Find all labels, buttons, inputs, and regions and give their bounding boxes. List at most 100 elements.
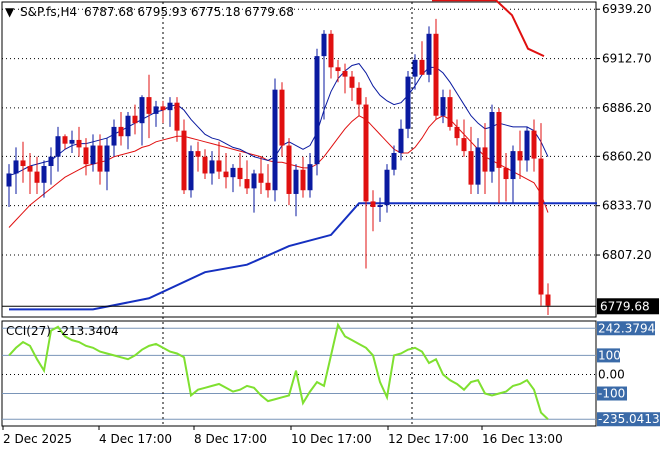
candle-body	[90, 145, 96, 165]
cci-line	[8, 322, 549, 420]
candle-body	[244, 179, 250, 189]
candle-body	[538, 158, 544, 295]
cci-level-tag	[597, 321, 655, 336]
candle-body	[482, 147, 488, 172]
support-line	[9, 202, 597, 311]
cci-level-tag	[597, 348, 620, 363]
candle-body	[125, 115, 131, 137]
fast-ma-line	[8, 63, 549, 176]
candle-body	[146, 97, 152, 114]
symbol-timeframe: S&P.fs,H4	[20, 5, 77, 19]
candle-body	[531, 130, 537, 159]
collapse-triangle-icon[interactable]: ▼	[5, 5, 15, 19]
candle-body	[349, 76, 355, 88]
candle-body	[195, 151, 201, 157]
candle-body	[307, 164, 313, 191]
candle-body	[405, 76, 411, 129]
candle-body	[181, 130, 187, 191]
candle-body	[363, 104, 369, 202]
candle-body	[286, 145, 292, 194]
candle-body	[419, 59, 425, 75]
price-axis: 6939.20 6912.70 6886.20 6860.20 6833.70 6807.…	[2, 2, 659, 315]
candle-body	[384, 169, 390, 206]
candle-body	[496, 112, 502, 168]
candle-body	[489, 112, 495, 172]
candle-body	[118, 126, 124, 137]
time-tick-label: 10 Dec 17:00	[291, 432, 372, 446]
candle-body	[251, 173, 257, 189]
candle-body	[475, 147, 481, 185]
cci-level-label: 0.00	[598, 367, 625, 381]
candle-body	[398, 128, 404, 153]
current-price-tag	[597, 298, 659, 315]
candle-body	[258, 173, 264, 183]
candle-body	[265, 182, 271, 191]
candle-body	[97, 145, 103, 172]
price-tick-label: 6939.20	[602, 2, 652, 16]
candle-body	[62, 136, 68, 144]
candle-body	[55, 136, 61, 157]
price-tick-label: 6833.70	[602, 199, 652, 213]
candle-body	[223, 171, 229, 178]
candle-body	[447, 97, 453, 127]
candle-body	[209, 160, 215, 174]
time-tick-label: 4 Dec 17:00	[99, 432, 172, 446]
price-tick-label: 6912.70	[602, 52, 652, 66]
candle-body	[139, 97, 145, 124]
candle-body	[545, 294, 551, 306]
candle-body	[454, 126, 460, 139]
candle-body	[167, 102, 173, 111]
candle-body	[48, 156, 54, 167]
candle-body	[237, 167, 243, 180]
candle-body	[370, 201, 376, 207]
cci-label: CCI(27)	[6, 324, 51, 338]
session-separators	[162, 2, 413, 426]
resistance-line	[432, 0, 545, 58]
time-tick-label: 2 Dec 2025	[3, 432, 72, 446]
candle-body	[300, 169, 306, 191]
cci-level-label: 242.3794	[598, 321, 655, 335]
candle-body	[13, 160, 19, 174]
cci-axis: 242.3794 100 0.00 -100 -235.0413	[597, 321, 660, 427]
candle-body	[461, 138, 467, 152]
candle-body	[83, 147, 89, 165]
time-tick-label: 16 Dec 13:00	[482, 432, 563, 446]
candle-body	[160, 106, 166, 111]
candle-body	[174, 102, 180, 131]
candle-body	[279, 89, 285, 146]
candle-body	[440, 97, 446, 116]
time-tick-label: 8 Dec 17:00	[194, 432, 267, 446]
candle-body	[524, 130, 530, 161]
candle-body	[510, 151, 516, 180]
cci-level-label: 100	[598, 348, 621, 362]
cci-level-tag	[597, 412, 660, 427]
candle-body	[503, 167, 509, 180]
cci-level-label: -100	[598, 387, 625, 401]
price-tick-label: 6807.20	[602, 248, 652, 262]
candle-body	[34, 171, 40, 183]
candle-body	[328, 33, 334, 68]
candle-body	[391, 152, 397, 170]
current-price-label: 6779.68	[600, 299, 650, 313]
candle-body	[468, 151, 474, 185]
price-gridlines	[2, 8, 596, 256]
cci-level-tag	[597, 386, 627, 401]
candle-body	[335, 67, 341, 72]
candle-body	[356, 87, 362, 105]
candle-body	[111, 126, 117, 146]
time-tick-label: 12 Dec 17:00	[388, 432, 469, 446]
candle-body	[377, 205, 383, 207]
cci-panel	[1, 320, 597, 427]
candle-body	[202, 156, 208, 174]
time-axis: 2 Dec 2025 4 Dec 17:00 8 Dec 17:00 10 Dec 1…	[2, 426, 563, 446]
candle-body	[321, 33, 327, 57]
price-tick-label: 6860.20	[602, 149, 652, 163]
candle-body	[20, 160, 26, 167]
candle-body	[27, 166, 33, 172]
candle-body	[342, 71, 348, 77]
candles	[6, 18, 551, 315]
candle-body	[188, 151, 194, 191]
candle-body	[517, 151, 523, 161]
candle-body	[6, 173, 12, 187]
